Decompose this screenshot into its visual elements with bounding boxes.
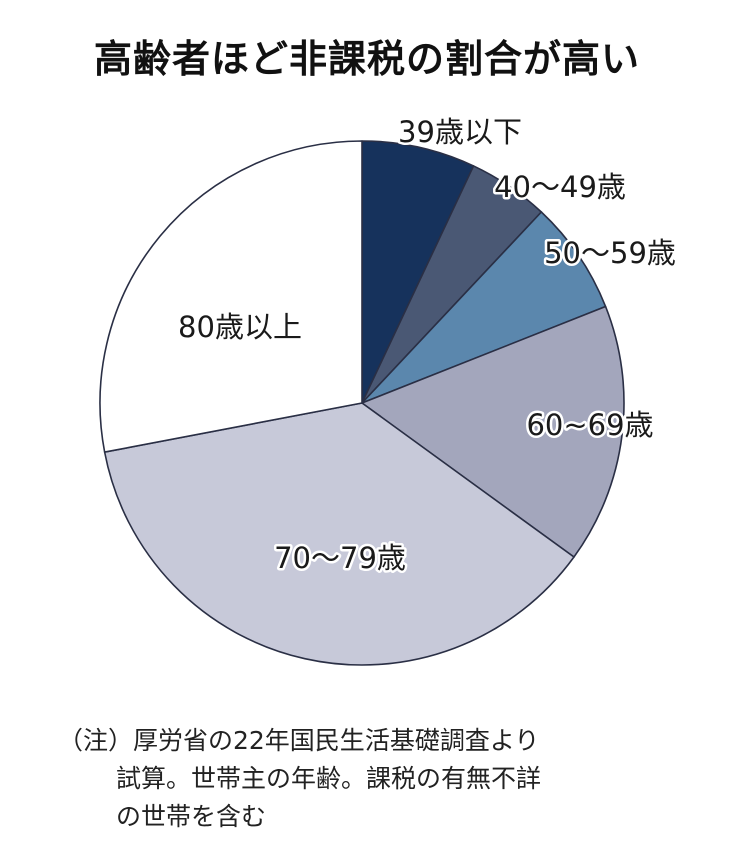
footnote-line-3: の世帯を含む	[116, 802, 267, 831]
chart-title: 高齢者ほど非課税の割合が高い	[93, 37, 640, 81]
footnote: （注）厚労省の22年国民生活基礎調査より 試算。世帯主の年齢。課税の有無不詳 の…	[58, 722, 541, 836]
slice-39-under	[361, 140, 475, 404]
slice-70-79	[103, 402, 575, 666]
slice-label: 60~69歳	[526, 408, 653, 442]
slice-50-59	[361, 211, 607, 404]
slice-label: 50～59歳	[544, 236, 676, 270]
slice-label: 40～49歳	[494, 170, 626, 204]
slice-60-69	[361, 305, 625, 558]
footnote-line-1: （注）厚労省の22年国民生活基礎調査より	[58, 726, 540, 755]
slice-label: 80歳以上	[178, 310, 302, 344]
slice-80-over	[99, 140, 363, 453]
slice-label: 70～79歳	[274, 541, 406, 575]
slice-label: 39歳以下	[398, 115, 522, 149]
footnote-line-2: 試算。世帯主の年齢。課税の有無不詳	[116, 764, 542, 793]
